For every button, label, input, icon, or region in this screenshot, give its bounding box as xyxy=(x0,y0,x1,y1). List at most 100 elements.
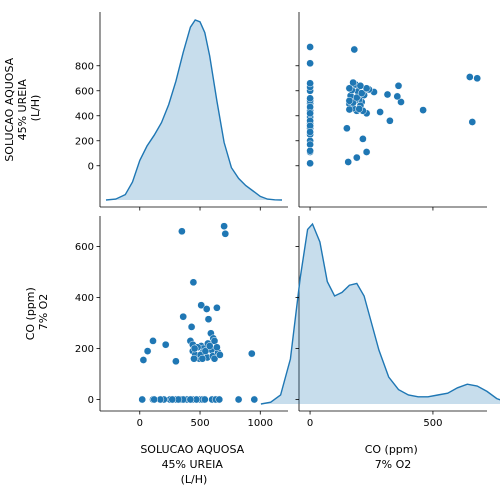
panel-co-kde-kde-line xyxy=(260,222,500,405)
panel-co-vs-ureia-point-6 xyxy=(306,79,314,88)
col1-xlabel: SOLUCAO AQUOSA 45% UREIA (L/H) xyxy=(140,443,247,486)
panel-ureia-vs-co-ytick-label-3: 600 xyxy=(75,242,94,253)
panel-co-kde-xtick-label-1: 500 xyxy=(423,418,442,429)
panel-co-vs-ureia-point-0 xyxy=(306,43,314,51)
panel-ureia-vs-co-point-59 xyxy=(201,347,210,355)
panel-ureia-vs-co-xtick-label-1: 500 xyxy=(190,418,209,429)
panel-co-vs-ureia-point-31 xyxy=(465,73,474,81)
panel-ureia-kde-ytick-label-1: 200 xyxy=(75,136,94,147)
col1-xlabel-line2: 45% UREIA xyxy=(162,458,224,471)
panel-ureia-vs-co-point-52 xyxy=(210,354,219,363)
row2-ylabel-line1: CO (ppm) xyxy=(24,287,37,340)
panel-co-vs-ureia-point-57 xyxy=(345,105,354,114)
panel-ureia-vs-co-point-27 xyxy=(161,340,170,349)
col2-xlabel-line2: 7% O2 xyxy=(375,458,412,471)
row2-ylabel-line2: 7% O2 xyxy=(37,294,50,331)
col2-xlabel: CO (ppm) 7% O2 xyxy=(365,443,422,471)
panel-ureia-vs-co-point-63 xyxy=(198,354,207,363)
panel-co-vs-ureia-point-36 xyxy=(393,92,402,101)
panel-ureia-vs-co-point-31 xyxy=(221,229,230,238)
panel-co-vs-ureia-point-63 xyxy=(345,96,354,105)
panel-ureia-kde-kde-line xyxy=(105,19,283,201)
panel-co-vs-ureia-point-60 xyxy=(357,89,366,98)
panel-ureia-vs-co-point-57 xyxy=(190,354,198,363)
panel-co-kde-axes: 0 500 xyxy=(260,216,500,429)
panel-co-vs-ureia-point-59 xyxy=(352,93,361,102)
panel-ureia-kde-ytick-label-3: 600 xyxy=(75,86,94,97)
panel-ureia-vs-co-point-35 xyxy=(197,301,206,310)
panel-co-vs-ureia-point-29 xyxy=(468,118,477,126)
panel-ureia-vs-co-point-34 xyxy=(187,323,196,331)
panel-ureia-kde-axes: 0 200 400 600 800 xyxy=(75,12,288,211)
row1-ylabel-line1: SOLUCAO AQUOSA xyxy=(3,57,16,161)
panel-co-vs-ureia-point-30 xyxy=(473,74,482,83)
panel-co-kde-kde-fill xyxy=(260,224,500,404)
panel-ureia-vs-co-point-24 xyxy=(139,356,148,364)
panel-ureia-vs-co-point-33 xyxy=(179,312,188,321)
panel-co-vs-ureia-point-24 xyxy=(344,158,353,166)
panel-ureia-vs-co-point-36 xyxy=(202,305,211,313)
panel-ureia-vs-co-point-37 xyxy=(213,303,221,312)
panel-ureia-vs-co-point-32 xyxy=(189,278,198,287)
panel-co-vs-ureia-point-13 xyxy=(306,109,314,118)
panel-ureia-vs-co-point-6 xyxy=(215,395,224,404)
panel-ureia-vs-co-point-29 xyxy=(178,227,186,236)
panel-co-vs-ureia-point-64 xyxy=(355,105,364,113)
panel-co-vs-ureia-point-37 xyxy=(394,81,403,90)
panel-co-vs-ureia-point-1 xyxy=(306,159,314,168)
panel-ureia-vs-co-xtick-label-2: 1000 xyxy=(248,418,273,429)
panel-ureia-kde-ytick-label-0: 0 xyxy=(88,161,94,172)
panel-co-vs-ureia-axes xyxy=(295,12,487,211)
panel-ureia-vs-co-point-28 xyxy=(172,357,180,366)
panel-ureia-vs-co-point-62 xyxy=(213,343,221,352)
panel-ureia-vs-co-point-1 xyxy=(138,395,147,404)
panel-co-vs-ureia-point-52 xyxy=(345,84,354,93)
panel-co-vs-ureia-point-35 xyxy=(397,98,405,106)
panel-co-vs-ureia-point-19 xyxy=(306,128,314,136)
panel-ureia-vs-co-point-13 xyxy=(186,395,195,404)
panel-co-vs-ureia-point-34 xyxy=(376,108,384,116)
panel-co-vs-ureia-point-62 xyxy=(356,81,365,90)
panel-ureia-vs-co-point-54 xyxy=(216,351,224,359)
panel-co-vs-ureia-point-27 xyxy=(359,135,367,143)
panel-co-vs-ureia-point-33 xyxy=(386,116,394,125)
panel-ureia-vs-co-point-61 xyxy=(210,337,219,345)
panel-ureia-vs-co-point-23 xyxy=(150,395,159,404)
panel-co-vs-ureia-point-38 xyxy=(383,90,392,99)
panel-co-vs-ureia-point-26 xyxy=(362,148,371,156)
row2-ylabel: CO (ppm) 7% O2 xyxy=(24,284,50,341)
panel-ureia-vs-co-ytick-label-2: 400 xyxy=(75,293,94,304)
col1-xlabel-line3: (L/H) xyxy=(181,473,208,486)
panel-ureia-vs-co-ytick-label-1: 200 xyxy=(75,344,94,355)
panel-ureia-vs-co-point-2 xyxy=(234,395,243,404)
panel-co-vs-ureia-point-2 xyxy=(306,59,314,68)
panels-group: 0 200 400 600 800 0 200 400 600 0 500 1000 0 500 xyxy=(75,12,500,429)
panel-ureia-vs-co-point-38 xyxy=(204,315,213,324)
panel-co-vs-ureia-point-23 xyxy=(306,146,314,155)
panel-co-vs-ureia-point-54 xyxy=(349,78,357,87)
col1-xlabel-line1: SOLUCAO AQUOSA xyxy=(140,443,244,456)
panel-ureia-vs-co-point-9 xyxy=(200,395,209,404)
panel-co-vs-ureia-point-28 xyxy=(343,124,351,133)
panel-co-vs-ureia-point-9 xyxy=(306,94,314,103)
panel-ureia-vs-co-ytick-label-0: 0 xyxy=(88,395,94,406)
row1-ylabel: SOLUCAO AQUOSA 45% UREIA (L/H) xyxy=(3,54,42,161)
panel-ureia-kde-ytick-label-2: 400 xyxy=(75,111,94,122)
panel-ureia-vs-co-point-3 xyxy=(247,349,256,358)
panel-ureia-vs-co-point-30 xyxy=(220,222,228,231)
panel-co-kde-xtick-label-0: 0 xyxy=(307,418,313,429)
panel-ureia-vs-co-point-26 xyxy=(149,337,157,345)
row1-ylabel-line2: 45% UREIA xyxy=(16,79,29,141)
panel-ureia-vs-co-point-0 xyxy=(250,395,259,404)
panel-ureia-vs-co-axes: 0 200 400 600 0 500 1000 xyxy=(75,216,288,429)
panel-co-vs-ureia-point-32 xyxy=(419,106,427,114)
col2-xlabel-line1: CO (ppm) xyxy=(365,443,418,456)
panel-ureia-vs-co-point-25 xyxy=(143,347,152,355)
row1-ylabel-line3: (L/H) xyxy=(29,95,42,122)
panel-ureia-vs-co-point-64 xyxy=(190,344,199,353)
panel-ureia-kde-kde-fill xyxy=(106,20,282,200)
panel-ureia-vs-co-xtick-label-0: 0 xyxy=(137,418,143,429)
panel-co-vs-ureia-point-3 xyxy=(350,45,359,54)
panel-co-vs-ureia-point-25 xyxy=(352,153,361,162)
